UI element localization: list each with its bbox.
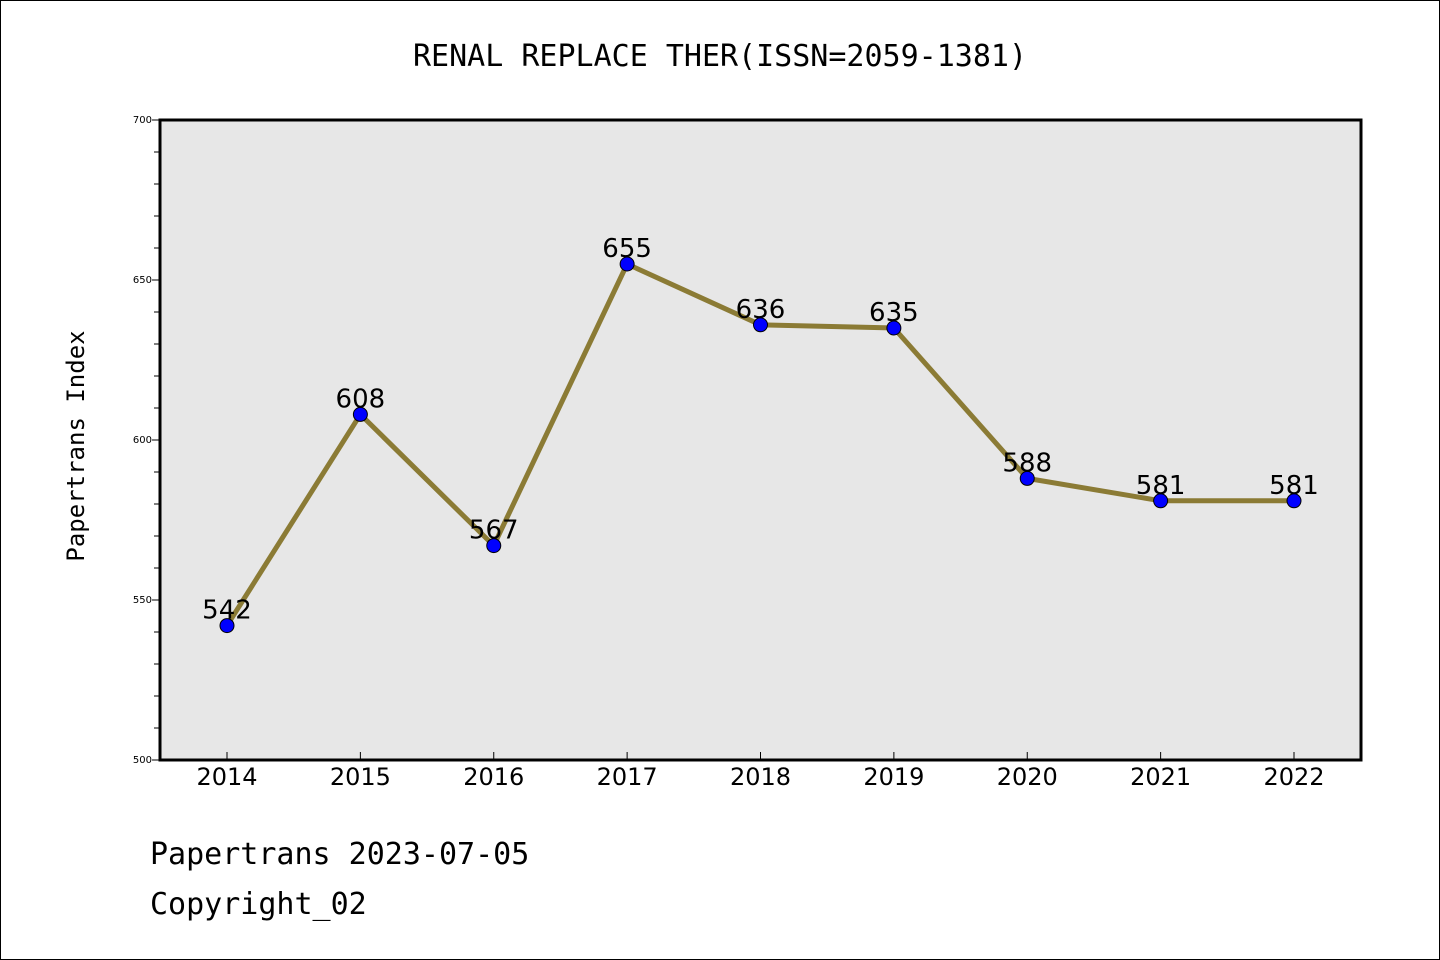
footer-copyright: Copyright_02 (150, 887, 367, 922)
data-label: 588 (1002, 448, 1052, 478)
x-tick-label: 2016 (463, 763, 524, 791)
data-label: 655 (602, 234, 652, 264)
y-axis-label: Papertrans Index (62, 330, 90, 561)
series-layer (219, 256, 1302, 634)
y-tick-label: 500 (133, 755, 152, 766)
data-label: 636 (736, 295, 786, 325)
x-axis: 2014 2015 2016 2017 2018 2019 2020 2021 2022 (196, 752, 1325, 791)
data-label: 635 (869, 298, 919, 328)
data-point (1019, 470, 1035, 486)
data-label: 567 (469, 516, 519, 546)
data-point (619, 256, 635, 272)
data-label-layer: 542 608 567 655 636 635 588 581 581 (202, 234, 1319, 626)
data-label: 581 (1269, 471, 1319, 501)
x-tick-label: 2014 (196, 763, 257, 791)
data-label: 542 (202, 596, 252, 626)
y-tick-label: 650 (133, 275, 152, 286)
data-point (352, 406, 368, 422)
x-tick-label: 2018 (730, 763, 791, 791)
x-tick-label: 2019 (863, 763, 924, 791)
x-tick-label: 2015 (330, 763, 391, 791)
data-label: 608 (336, 384, 386, 414)
plot-area (158, 118, 1363, 762)
data-label: 581 (1136, 471, 1186, 501)
data-point (219, 618, 235, 634)
data-point (486, 538, 502, 554)
y-tick-label: 600 (133, 435, 152, 446)
y-tick-label: 550 (133, 595, 152, 606)
x-tick-label: 2021 (1130, 763, 1191, 791)
data-point (753, 317, 768, 333)
y-tick-label: 700 (133, 115, 152, 126)
chart-title: RENAL REPLACE THER(ISSN=2059-1381) (413, 39, 1027, 74)
x-tick-label: 2017 (597, 763, 658, 791)
x-tick-label: 2022 (1263, 763, 1324, 791)
data-point (1286, 493, 1302, 509)
data-point (886, 320, 902, 336)
y-axis: 500 550 600 650 700 (133, 115, 160, 766)
footer-date: Papertrans 2023-07-05 (150, 837, 529, 872)
x-tick-label: 2020 (997, 763, 1058, 791)
data-point (1153, 493, 1169, 509)
